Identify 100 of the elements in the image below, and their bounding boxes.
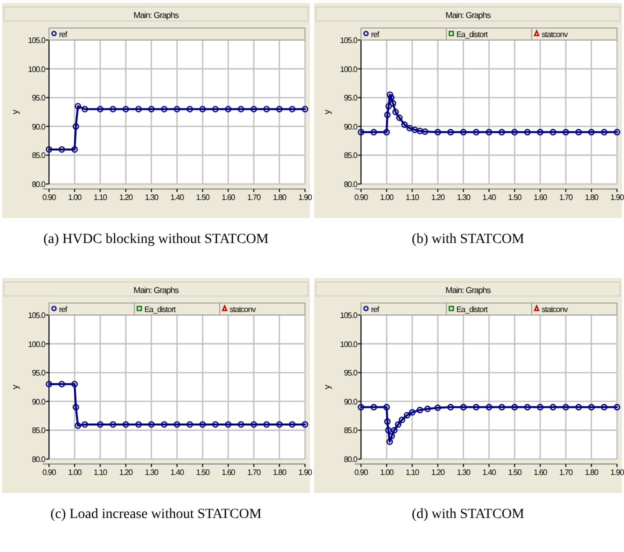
point xyxy=(148,106,155,112)
y-axis-title: y xyxy=(322,109,332,114)
point xyxy=(58,380,66,388)
point xyxy=(447,404,454,410)
point xyxy=(302,106,308,112)
point xyxy=(199,421,206,428)
x-tick-label: 1.20 xyxy=(119,468,134,477)
point xyxy=(600,404,608,410)
x-tick-label: 1.50 xyxy=(508,468,522,477)
point xyxy=(614,128,620,136)
point xyxy=(288,106,296,112)
y-tick-label: 90.0 xyxy=(344,397,358,406)
point xyxy=(550,128,556,136)
x-tick-label: 1.20 xyxy=(431,193,446,202)
point xyxy=(424,406,431,412)
point xyxy=(82,421,88,428)
x-tick-label: 1.70 xyxy=(559,193,574,202)
x-tick-label: 1.00 xyxy=(380,193,394,202)
point xyxy=(383,404,390,410)
point xyxy=(302,421,308,428)
y-tick-label: 80.0 xyxy=(344,455,358,464)
point xyxy=(238,421,244,428)
point xyxy=(486,128,492,136)
y-tick-label: 105.0 xyxy=(340,311,358,320)
legend-label: Ea_distort xyxy=(456,30,489,39)
legend-label: ref xyxy=(371,30,380,39)
point xyxy=(174,421,180,428)
legend-label: statconv xyxy=(230,305,256,314)
point xyxy=(524,128,531,136)
x-tick-label: 1.10 xyxy=(94,193,108,202)
y-tick-label: 90.0 xyxy=(32,397,46,406)
x-tick-label: 1.10 xyxy=(406,468,420,477)
y-tick-label: 100.0 xyxy=(340,64,358,74)
legend-label: statconv xyxy=(542,305,568,314)
point xyxy=(398,416,406,424)
x-tick-label: 1.30 xyxy=(144,468,160,477)
x-tick-label: 1.80 xyxy=(272,193,288,202)
chart-title: Main: Graphs xyxy=(133,285,179,295)
point xyxy=(391,426,398,434)
point xyxy=(460,128,467,136)
point xyxy=(370,404,378,410)
point xyxy=(511,404,518,410)
x-tick-label: 1.00 xyxy=(380,468,394,477)
x-tick-label: 1.90 xyxy=(298,193,313,202)
point xyxy=(385,102,392,110)
point xyxy=(460,404,467,410)
x-tick-label: 1.70 xyxy=(559,468,574,477)
y-tick-label: 80.0 xyxy=(344,180,358,189)
chart-title: Main: Graphs xyxy=(445,10,491,20)
y-tick-label: 80.0 xyxy=(32,455,46,464)
point xyxy=(388,94,394,101)
point xyxy=(472,404,480,410)
point xyxy=(186,421,194,428)
legend-label: statconv xyxy=(542,30,568,39)
point xyxy=(74,422,82,429)
y-tick-label: 95.0 xyxy=(344,368,358,378)
y-axis-title: y xyxy=(322,384,332,390)
text: (c) Load increase without STATCOM xyxy=(50,507,262,522)
point xyxy=(96,421,104,428)
point xyxy=(498,128,506,136)
point xyxy=(370,128,378,136)
point xyxy=(434,128,442,136)
x-tick-label: 1.30 xyxy=(456,193,472,202)
point xyxy=(383,128,390,136)
point xyxy=(224,106,232,112)
text: (b) with STATCOM xyxy=(412,232,525,247)
point xyxy=(212,106,219,112)
point xyxy=(386,438,393,445)
point xyxy=(110,106,116,112)
point xyxy=(536,128,544,136)
point xyxy=(224,421,232,428)
x-tick-label: 1.40 xyxy=(482,468,497,477)
point xyxy=(96,106,104,112)
point xyxy=(406,124,413,132)
point xyxy=(511,128,518,136)
x-tick-label: 1.20 xyxy=(431,468,446,477)
x-tick-label: 1.00 xyxy=(68,468,82,477)
y-tick-label: 105.0 xyxy=(340,36,358,45)
y-tick-label: 95.0 xyxy=(32,368,46,378)
x-tick-label: 1.70 xyxy=(247,193,262,202)
point xyxy=(416,128,424,134)
point xyxy=(394,421,402,428)
point xyxy=(396,114,403,122)
point xyxy=(135,106,142,112)
x-tick-label: 0.90 xyxy=(42,468,57,477)
point xyxy=(486,404,492,410)
text: (a) HVDC blocking without STATCOM xyxy=(43,232,270,247)
point xyxy=(135,421,142,428)
y-axis-title: y xyxy=(10,384,20,390)
x-tick-label: 1.90 xyxy=(610,468,624,477)
point xyxy=(385,426,392,434)
point xyxy=(238,106,244,112)
x-tick-label: 1.90 xyxy=(610,193,624,202)
y-tick-label: 95.0 xyxy=(32,94,46,103)
y-tick-label: 85.0 xyxy=(32,151,46,160)
point xyxy=(390,100,396,107)
x-tick-label: 1.80 xyxy=(272,468,288,477)
y-tick-label: 80.0 xyxy=(32,180,46,189)
point xyxy=(72,123,80,130)
y-tick-label: 105.0 xyxy=(28,36,46,45)
